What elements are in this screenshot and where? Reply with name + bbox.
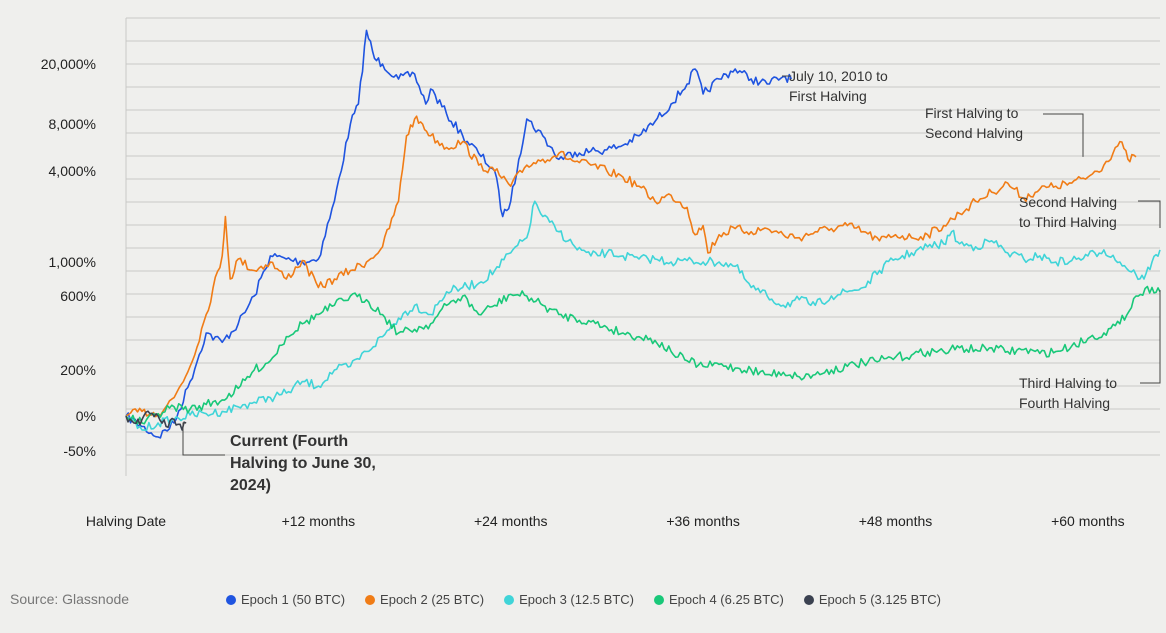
annotation-label: July 10, 2010 to First Halving (789, 68, 888, 104)
y-tick-label: 1,000% (49, 254, 96, 270)
legend-item-epoch-1: Epoch 1 (50 BTC) (226, 592, 345, 607)
series-line-epoch-5 (125, 410, 187, 431)
series-line-epoch-2 (125, 115, 1137, 418)
x-tick-label: +24 months (474, 513, 548, 529)
legend-item-epoch-3: Epoch 3 (12.5 BTC) (504, 592, 634, 607)
series-line-epoch-1 (125, 29, 793, 439)
legend-label: Epoch 2 (25 BTC) (380, 592, 485, 607)
x-axis-ticks: Halving Date +12 months +24 months +36 mont… (86, 513, 1125, 529)
y-tick-label: 20,000% (41, 56, 96, 72)
annotation-leader-epoch-4 (1140, 290, 1161, 384)
y-tick-label: 0% (76, 408, 96, 424)
legend-dot (504, 594, 515, 605)
y-tick-label: 200% (60, 362, 96, 378)
legend-label: Epoch 5 (3.125 BTC) (818, 592, 941, 607)
x-tick-label: +36 months (666, 513, 740, 529)
annotation-leader-epoch-3 (1138, 200, 1161, 228)
y-tick-label: 8,000% (49, 116, 96, 132)
legend-label: Epoch 1 (50 BTC) (241, 592, 346, 607)
legend-dot (803, 594, 814, 605)
y-tick-label: 600% (60, 288, 96, 304)
legend-item-epoch-5: Epoch 5 (3.125 BTC) (803, 592, 941, 607)
legend-dot (226, 594, 236, 605)
y-tick-label: 4,000% (49, 163, 96, 179)
annotation-leader-epoch-2 (1043, 113, 1084, 157)
legend: Epoch 1 (50 BTC) Epoch 2 (25 BTC) Epoch 3 … (226, 592, 941, 607)
x-tick-label: +48 months (859, 513, 933, 529)
y-tick-label: -50% (63, 443, 96, 459)
legend-dot (653, 594, 664, 605)
gridlines (125, 17, 1160, 476)
annotation-leader-epoch-5 (182, 422, 225, 456)
annotation-label: Current (Fourth Halving to June 30, 2024) (230, 433, 376, 494)
line-chart: 20,000%8,000%4,000%1,000%600%200%0%-50% … (41, 17, 1161, 529)
chart-footer: Source: Glassnode Epoch 1 (50 BTC) Epoch … (0, 588, 1166, 612)
x-tick-label: +12 months (282, 513, 356, 529)
source-label: Source: Glassnode (10, 591, 130, 607)
series-lines (125, 29, 1161, 439)
series-line-epoch-4 (125, 285, 1161, 425)
annotations: July 10, 2010 to First Halving First Halvi… (182, 68, 1161, 494)
legend-item-epoch-4: Epoch 4 (6.25 BTC) (653, 592, 784, 607)
annotation-label: Third Halving to Fourth Halving (1019, 375, 1117, 411)
annotation-label: Second Halving to Third Halving (1019, 194, 1117, 230)
legend-label: Epoch 4 (6.25 BTC) (668, 592, 784, 607)
legend-dot (365, 594, 376, 605)
legend-item-epoch-2: Epoch 2 (25 BTC) (365, 592, 484, 607)
legend-label: Epoch 3 (12.5 BTC) (519, 592, 634, 607)
series-line-epoch-3 (125, 200, 1161, 432)
x-tick-label: Halving Date (86, 513, 166, 529)
annotation-label: First Halving to Second Halving (925, 105, 1023, 141)
y-axis-ticks: 20,000% 8,000% 4,000% 1,000% 600% 200% 0% -50% (41, 56, 96, 459)
x-tick-label: +60 months (1051, 513, 1125, 529)
